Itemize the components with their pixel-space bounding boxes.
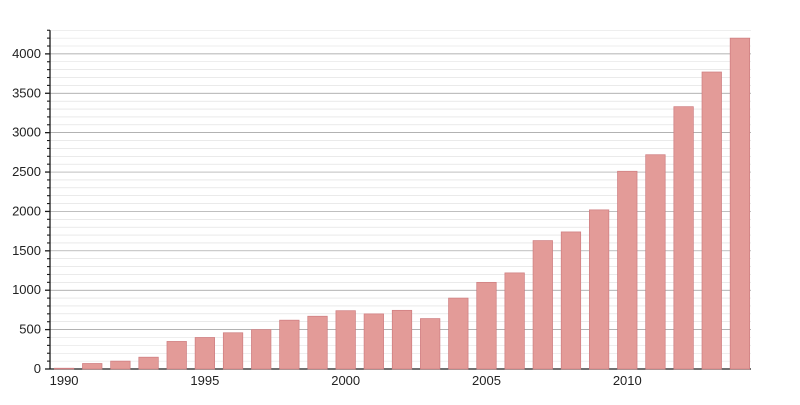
svg-text:0: 0 [34,361,41,376]
svg-text:1990: 1990 [50,373,79,388]
svg-text:4000: 4000 [12,46,41,61]
svg-text:500: 500 [19,322,41,337]
svg-text:3500: 3500 [12,85,41,100]
svg-text:1500: 1500 [12,243,41,258]
svg-text:1000: 1000 [12,282,41,297]
svg-text:2000: 2000 [331,373,360,388]
svg-text:1995: 1995 [190,373,219,388]
svg-text:2000: 2000 [12,203,41,218]
svg-text:2005: 2005 [472,373,501,388]
svg-text:3000: 3000 [12,125,41,140]
svg-text:2500: 2500 [12,164,41,179]
svg-text:2010: 2010 [613,373,642,388]
